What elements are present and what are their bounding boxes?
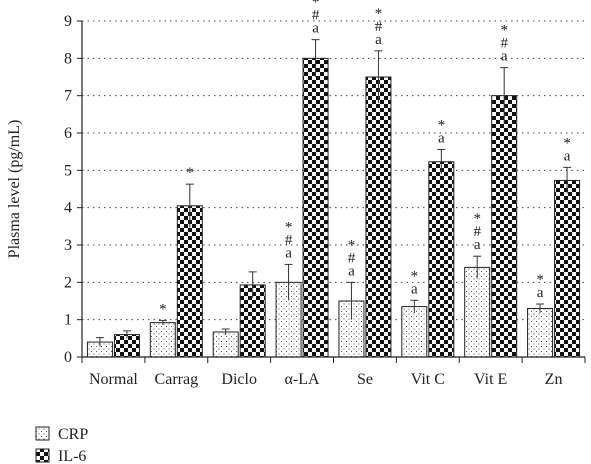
significance-mark: a [312,21,319,37]
significance-mark: # [500,36,508,52]
significance-mark: # [312,8,320,24]
bar-il-6 [302,57,329,358]
significance-mark: * [473,211,481,227]
significance-mark: * [563,135,571,151]
significance-annotations: **a#*a#*a#*a#*a*a*a#*a#*a*a* [159,0,571,317]
category-label: Carrag [155,371,199,388]
bar-il-6 [491,95,518,358]
bar-crp [149,322,176,358]
category-label: Vit C [411,371,445,388]
y-tick-label: 1 [64,312,72,329]
y-tick-label: 7 [64,88,72,105]
significance-mark: * [159,301,167,317]
legend: CRP IL-6 [35,426,88,464]
significance-mark: # [375,19,383,35]
bar-crp [212,331,239,358]
category-label: Zn [545,371,563,388]
category-label: Normal [89,371,138,388]
bar-crp [464,266,491,358]
significance-mark: * [438,117,446,133]
y-tick-label: 5 [64,162,72,179]
significance-mark: a [501,49,508,65]
y-tick-label: 6 [64,125,72,142]
significance-mark: a [438,130,445,146]
bar-crp [338,300,365,358]
category-labels: Normal Carrag Diclo α-LA Se Vit C Vit E Zn [81,357,586,388]
y-tick-label: 2 [64,274,72,291]
significance-mark: * [375,6,383,22]
significance-mark: a [411,281,418,297]
y-tick-label: 0 [64,349,72,366]
bar-il-6 [365,76,392,358]
significance-mark: * [536,272,544,288]
category-label: Se [357,371,373,388]
bar-crp [527,307,554,358]
significance-mark: * [312,0,320,11]
y-tick-label: 8 [64,50,72,67]
legend-swatch-crp [35,426,50,441]
bar-il-6 [428,161,455,358]
y-axis-label: Plasma level (pg/mL) [6,120,23,259]
significance-mark: # [348,250,356,266]
legend-swatch-il6 [35,448,50,463]
significance-mark: * [348,237,356,253]
legend-label-crp: CRP [58,426,88,443]
significance-mark: # [285,232,293,248]
y-tick-label: 9 [64,13,72,30]
y-tick-labels: 0 1 2 3 4 5 6 7 8 9 [64,13,82,366]
bars [86,39,581,358]
significance-mark: * [411,268,419,284]
significance-mark: * [500,23,508,39]
significance-mark: # [473,224,481,240]
category-label: Diclo [221,371,257,388]
significance-mark: a [375,32,382,48]
significance-mark: * [186,165,194,181]
category-label: Vit E [474,371,507,388]
significance-mark: a [285,245,292,261]
bar-crp [401,306,428,358]
y-tick-label: 3 [64,237,72,254]
category-label: α-LA [285,371,320,388]
significance-mark: a [537,285,544,301]
y-tick-label: 4 [64,200,72,217]
significance-mark: * [285,219,293,235]
significance-mark: a [564,148,571,164]
bar-il-6 [176,205,203,358]
significance-mark: a [474,237,481,253]
significance-mark: a [348,263,355,279]
legend-label-il6: IL-6 [58,448,86,464]
bar-il-6 [554,179,581,358]
